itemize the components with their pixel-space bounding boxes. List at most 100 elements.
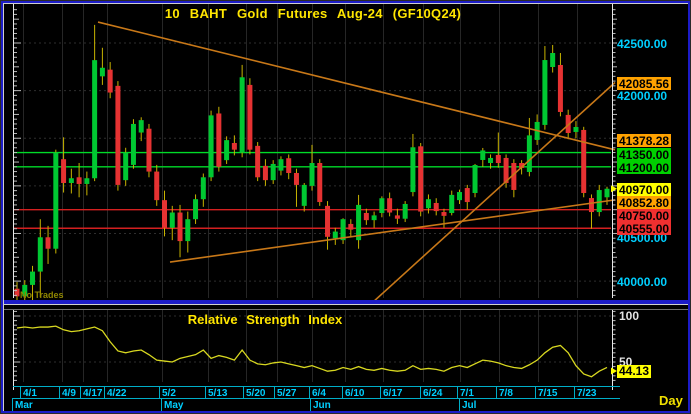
candle (588, 198, 594, 213)
date-label: 5/13 (208, 387, 228, 399)
candle (581, 129, 587, 193)
candle (185, 219, 191, 242)
candle (224, 140, 230, 161)
candle (30, 271, 36, 285)
date-axis-line (13, 386, 620, 387)
trendline (169, 199, 616, 263)
date-label: 7/8 (499, 387, 513, 399)
candle (37, 237, 43, 272)
month-tick (459, 398, 460, 411)
chart-title: 10 BAHT Gold Futures Aug-24 (GF10Q24) (164, 6, 462, 21)
candle (61, 159, 67, 183)
panel-separator (3, 300, 688, 304)
date-label: 6/10 (345, 387, 365, 399)
candle (472, 165, 478, 193)
candle (84, 178, 90, 184)
timeframe-label: Day (659, 393, 683, 408)
date-tick (159, 386, 160, 398)
date-axis-line (13, 398, 620, 399)
no-trades-label: No Trades (20, 290, 64, 300)
candle (138, 120, 144, 133)
candle (169, 212, 175, 228)
candle (441, 212, 447, 216)
date-tick (496, 386, 497, 398)
candle (387, 198, 393, 213)
candle (573, 127, 579, 132)
candle (68, 178, 74, 183)
candle (270, 163, 276, 181)
candle (394, 215, 400, 219)
price-axis-label: 42000.00 (617, 88, 668, 103)
candle (177, 212, 183, 242)
date-tick (457, 386, 458, 398)
date-label: 7/15 (538, 387, 558, 399)
date-tick (243, 386, 244, 398)
date-tick (20, 386, 21, 398)
candle (449, 194, 455, 213)
candle (325, 205, 331, 237)
date-label: 4/17 (83, 387, 103, 399)
candle (193, 199, 199, 220)
date-label: 5/2 (162, 387, 176, 399)
month-label: Jul (462, 399, 477, 411)
candle (480, 150, 486, 160)
candle (488, 157, 494, 163)
candle (557, 65, 563, 112)
candle (208, 115, 214, 178)
panel-separator-bevel (3, 304, 688, 305)
candle (519, 163, 525, 168)
candle (130, 123, 136, 165)
candle (92, 60, 98, 179)
price-level-tag: 41200.00 (617, 160, 672, 175)
rsi-value-tag: 44.13 (617, 363, 652, 378)
date-label: 6/24 (423, 387, 443, 399)
date-axis-line (13, 411, 620, 412)
candle (231, 143, 237, 150)
month-label: May (164, 399, 184, 411)
candle (348, 223, 354, 230)
date-label: 4/1 (23, 387, 37, 399)
month-tick (12, 398, 13, 411)
rsi-title: Relative Strength Index (187, 312, 343, 327)
window-bevel-left (3, 3, 4, 411)
last-price-arrow-icon (611, 367, 617, 375)
candle (14, 288, 20, 297)
trendline (372, 81, 616, 303)
candle (239, 77, 245, 153)
date-tick (342, 386, 343, 398)
candle (76, 177, 82, 184)
rsi-panel-top-edge (3, 309, 688, 310)
date-label: 6/17 (383, 387, 403, 399)
candle (495, 155, 501, 163)
candle (526, 135, 532, 172)
candle (247, 84, 253, 150)
price-axis-label: 40000.00 (617, 274, 668, 289)
candle (99, 67, 105, 77)
price-level-tag: 40750.00 (617, 208, 672, 223)
candle (363, 213, 369, 221)
candle (511, 163, 517, 190)
price-level-tag: 41350.00 (617, 147, 672, 162)
price-level-tag: 40852.80 (617, 195, 672, 210)
date-label: 5/20 (246, 387, 266, 399)
date-tick (274, 386, 275, 398)
last-price-arrow-icon (611, 185, 617, 193)
candle (45, 237, 51, 249)
candle (433, 203, 439, 212)
candle (542, 60, 548, 125)
candle (154, 171, 160, 201)
candle (301, 184, 307, 206)
date-tick (309, 386, 310, 398)
price-level-tag: 40970.00 (617, 182, 672, 197)
date-label: 5/27 (277, 387, 297, 399)
candle (503, 157, 509, 183)
candle (22, 284, 28, 297)
price-level-tag: 41378.28 (617, 133, 672, 148)
date-tick (574, 386, 575, 398)
candle (550, 53, 556, 67)
candle (53, 152, 59, 249)
candle (410, 147, 416, 193)
candle (107, 69, 113, 93)
